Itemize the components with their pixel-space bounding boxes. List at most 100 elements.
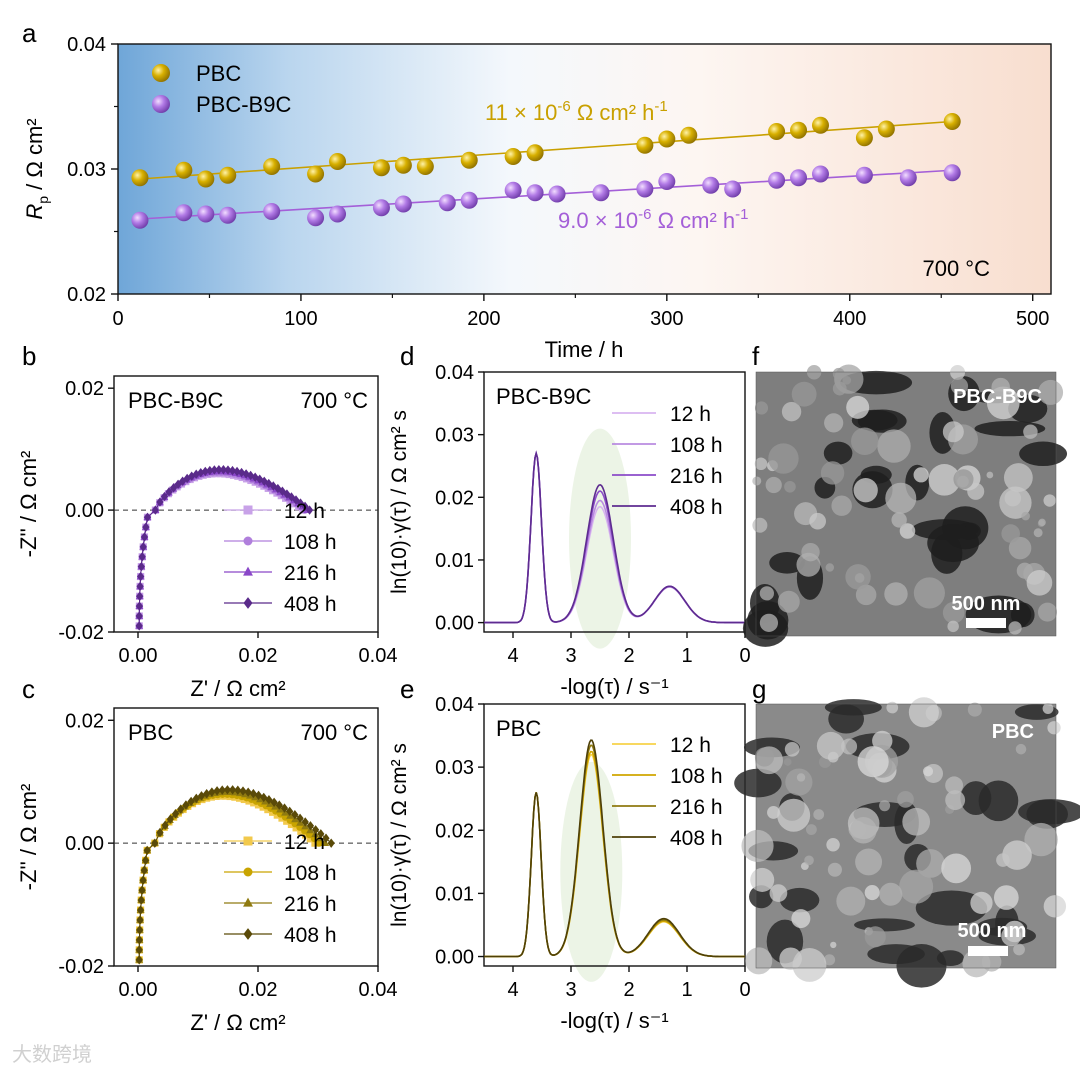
sem-grain bbox=[942, 421, 964, 443]
highlight-ellipse bbox=[560, 761, 623, 982]
drt-curve bbox=[484, 450, 745, 624]
x-tick-label: 0.00 bbox=[119, 645, 158, 667]
data-point-pbc-b9c bbox=[702, 176, 720, 194]
sem-grain bbox=[792, 948, 827, 982]
sem-grain bbox=[1026, 569, 1053, 596]
y-tick-label: 0.02 bbox=[65, 378, 104, 400]
panel-letter-e: e bbox=[400, 674, 414, 704]
data-point-pbc-b9c bbox=[372, 199, 390, 217]
sem-grain bbox=[783, 758, 792, 766]
sem-grain bbox=[845, 564, 871, 590]
sem-grain bbox=[1021, 511, 1030, 521]
data-point-pbc bbox=[394, 156, 412, 174]
data-point-pbc-b9c bbox=[658, 173, 676, 190]
sem-grain bbox=[899, 523, 916, 539]
impedance-point bbox=[297, 827, 305, 835]
sem-grain bbox=[877, 429, 911, 463]
impedance-point bbox=[151, 505, 159, 515]
impedance-point bbox=[322, 833, 330, 843]
sem-grain bbox=[781, 401, 802, 422]
impedance-point bbox=[229, 785, 237, 795]
impedance-point bbox=[174, 479, 182, 489]
y-tick-label: 0.01 bbox=[435, 550, 474, 572]
data-point-pbc bbox=[768, 123, 786, 140]
sem-grain bbox=[891, 512, 907, 528]
impedance-point bbox=[160, 491, 169, 502]
sem-grain bbox=[885, 482, 917, 514]
sem-grain bbox=[1013, 943, 1025, 956]
x-tick-label: 0.04 bbox=[359, 979, 398, 1001]
data-point-pbc bbox=[131, 169, 149, 187]
panel-c-chart: 0.00 0.02 0.04 -0.02 0.00 0.02 Z' / Ω cm² -Z'' … bbox=[16, 707, 398, 1035]
sem-pore bbox=[779, 887, 820, 913]
legend-label: 216 h bbox=[284, 893, 337, 916]
impedance-point bbox=[138, 885, 146, 895]
x-tick-label: 1 bbox=[681, 645, 692, 667]
legend-marker bbox=[152, 64, 170, 82]
impedance-point bbox=[306, 505, 314, 515]
impedance-point bbox=[287, 492, 296, 502]
x-tick-label: 300 bbox=[650, 308, 683, 330]
y-tick-label: 0.04 bbox=[435, 362, 474, 384]
sem-grain bbox=[1037, 602, 1057, 622]
sem-grain bbox=[967, 482, 985, 500]
impedance-point bbox=[177, 804, 185, 814]
data-point-pbc-b9c bbox=[943, 164, 961, 182]
data-point-pbc bbox=[175, 161, 193, 179]
impedance-point bbox=[301, 501, 309, 512]
impedance-point bbox=[311, 839, 319, 847]
y-axis-label: -Z'' / Ω cm² bbox=[16, 784, 41, 891]
sem-pore bbox=[936, 950, 964, 967]
sem-grain bbox=[886, 701, 899, 714]
panel-letter-a: a bbox=[22, 18, 37, 48]
sem-grain bbox=[796, 773, 806, 782]
y-tick-label: 0.03 bbox=[435, 757, 474, 779]
y-tick-label: 0.00 bbox=[65, 833, 104, 855]
impedance-point bbox=[142, 855, 150, 866]
sem-grain bbox=[745, 947, 773, 975]
legend-label: 108 h bbox=[284, 531, 337, 554]
sem-grain bbox=[1008, 536, 1032, 560]
impedance-point bbox=[270, 797, 278, 807]
x-tick-label: 0 bbox=[112, 308, 123, 330]
sem-grain bbox=[967, 702, 982, 717]
data-point-pbc bbox=[855, 129, 873, 147]
sem-grain bbox=[791, 909, 811, 929]
sem-pore bbox=[927, 523, 979, 563]
impedance-point bbox=[135, 945, 143, 955]
x-tick-label: 2 bbox=[623, 979, 634, 1001]
legend-label: 408 h bbox=[284, 593, 337, 616]
sem-grain bbox=[1043, 895, 1067, 918]
sem-grain bbox=[1038, 379, 1064, 405]
sem-grain bbox=[945, 776, 964, 795]
sem-grain bbox=[1008, 621, 1022, 635]
sem-pore bbox=[1019, 441, 1068, 467]
data-point-pbc-b9c bbox=[811, 165, 829, 183]
panel-letter-d: d bbox=[400, 341, 414, 371]
legend-label: 12 h bbox=[284, 831, 325, 854]
sem-grain bbox=[993, 885, 1019, 910]
sem-grain bbox=[1043, 494, 1056, 507]
x-tick-label: 0 bbox=[739, 979, 750, 1001]
data-point-pbc bbox=[943, 113, 961, 130]
sem-grain bbox=[826, 838, 840, 852]
sem-grain bbox=[846, 395, 870, 419]
x-axis-label: Z' / Ω cm² bbox=[190, 1010, 285, 1035]
sem-grain bbox=[759, 586, 774, 601]
impedance-point bbox=[261, 797, 270, 805]
sem-grain bbox=[897, 790, 914, 808]
sem-grain bbox=[857, 746, 889, 778]
impedance-point bbox=[327, 838, 335, 848]
panel-letter-c: c bbox=[22, 674, 35, 704]
slope-text-part: Ω cm² h bbox=[571, 100, 655, 125]
sem-grain bbox=[832, 367, 845, 380]
data-point-pbc-b9c bbox=[548, 185, 566, 203]
data-point-pbc bbox=[460, 151, 478, 169]
sem-grain bbox=[970, 891, 993, 915]
y-tick-label: 0.00 bbox=[435, 947, 474, 969]
data-point-pbc-b9c bbox=[504, 181, 522, 199]
legend-label: 216 h bbox=[670, 465, 723, 488]
impedance-point bbox=[197, 791, 206, 801]
panel-b-chart: 0.00 0.02 0.04 -0.02 0.00 0.02 Z' / Ω cm² -Z'' … bbox=[16, 375, 397, 701]
sem-f-label: PBC-B9C bbox=[953, 386, 1042, 408]
